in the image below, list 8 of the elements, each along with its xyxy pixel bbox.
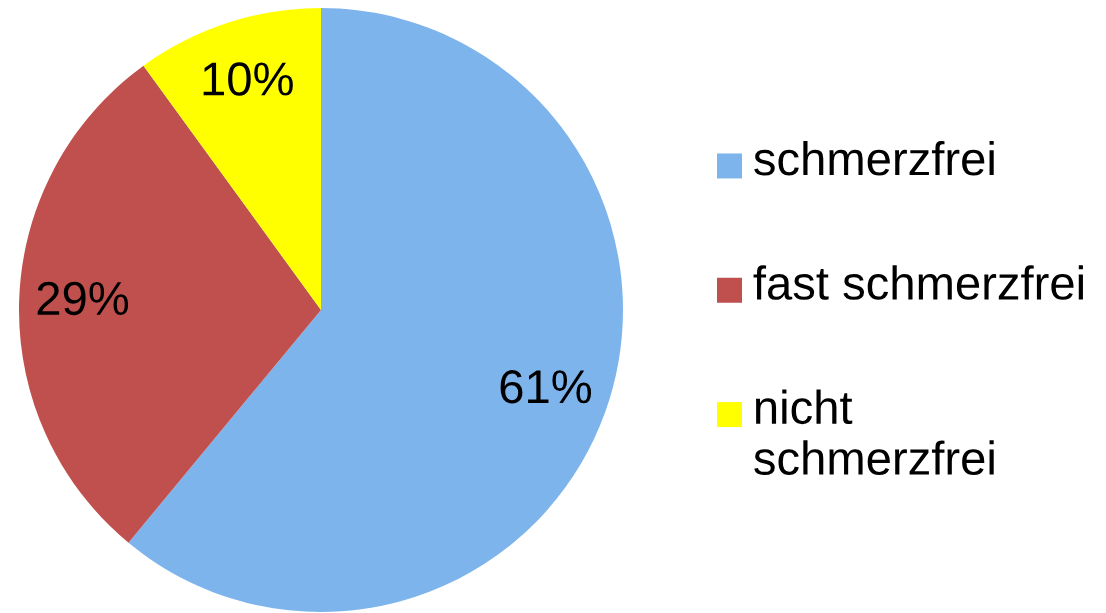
data-label: 61% bbox=[500, 370, 592, 404]
pie-slice bbox=[128, 8, 623, 612]
data-label: 29% bbox=[37, 281, 129, 316]
legend-label: nicht schmerzfrei bbox=[754, 389, 994, 476]
legend-label: schmerzfrei bbox=[754, 140, 994, 176]
legend-label: fast schmerzfrei bbox=[753, 265, 1083, 300]
pie-slice bbox=[143, 8, 321, 310]
data-label: 10% bbox=[203, 62, 293, 96]
